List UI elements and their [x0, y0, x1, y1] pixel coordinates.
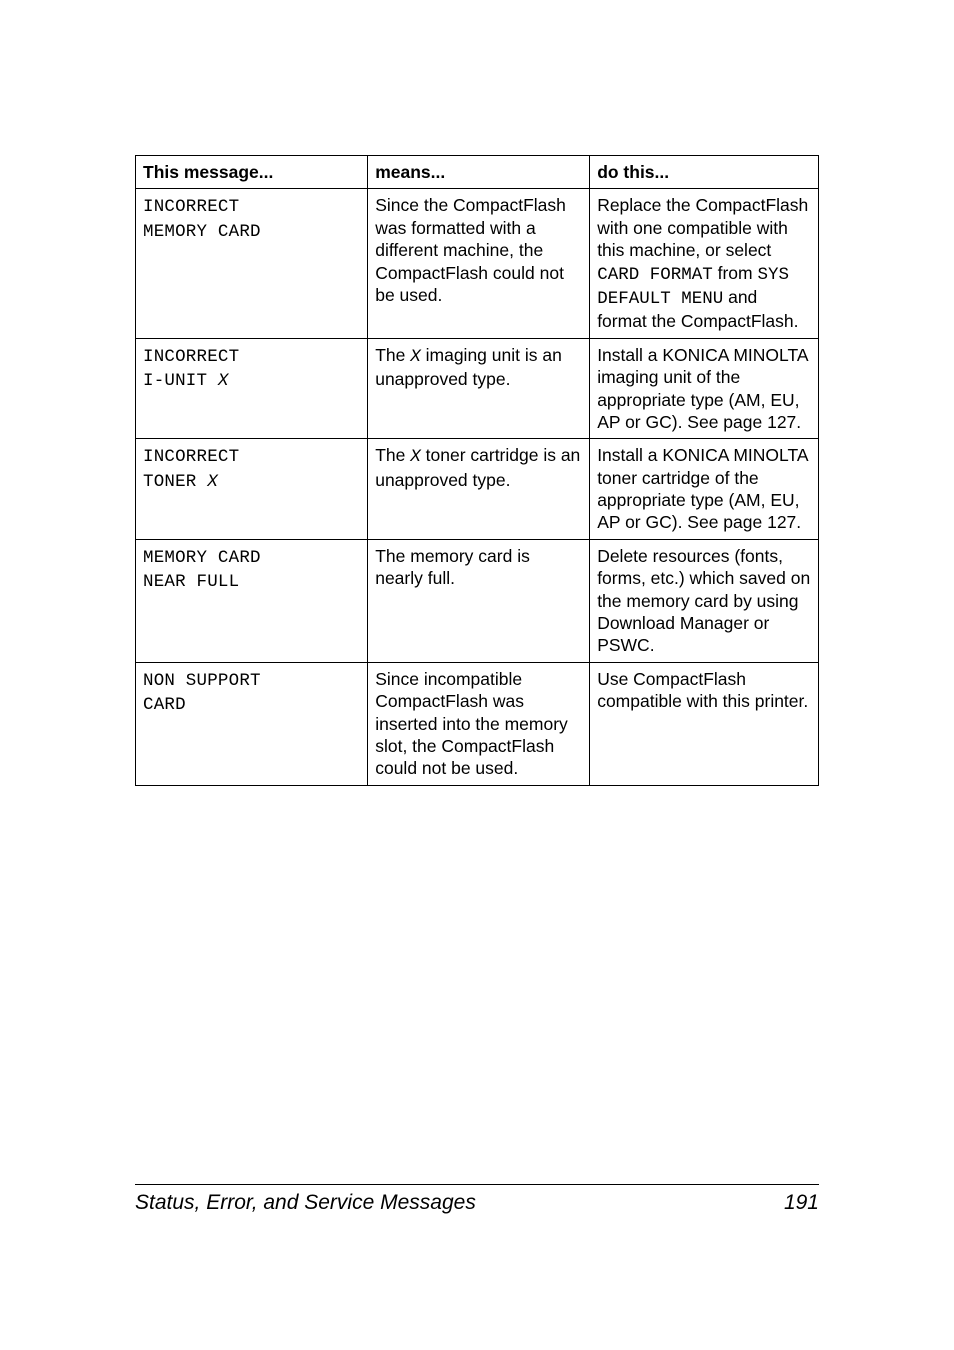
- cell-do: Delete resources (fonts, forms, etc.) wh…: [590, 539, 819, 662]
- table-row: INCORRECT I-UNIT X The X imaging unit is…: [136, 338, 819, 439]
- col-header-do: do this...: [590, 156, 819, 189]
- col-header-message: This message...: [136, 156, 368, 189]
- cell-message: INCORRECT MEMORY CARD: [136, 189, 368, 338]
- cell-message: MEMORY CARD NEAR FULL: [136, 539, 368, 662]
- message-line: INCORRECT: [143, 447, 239, 467]
- cell-message: NON SUPPORT CARD: [136, 662, 368, 785]
- messages-table: This message... means... do this... INCO…: [135, 155, 819, 786]
- cell-means: Since the CompactFlash was formatted wit…: [368, 189, 590, 338]
- table-row: MEMORY CARD NEAR FULL The memory card is…: [136, 539, 819, 662]
- means-var: X: [410, 347, 421, 367]
- means-var: X: [410, 447, 421, 467]
- message-var: X: [207, 472, 218, 492]
- col-header-means: means...: [368, 156, 590, 189]
- do-text: Replace the CompactFlash with one compat…: [597, 195, 808, 260]
- cell-message: INCORRECT I-UNIT X: [136, 338, 368, 439]
- cell-do: Use CompactFlash compatible with this pr…: [590, 662, 819, 785]
- page-content: This message... means... do this... INCO…: [0, 0, 954, 786]
- message-line: MEMORY CARD: [143, 222, 261, 242]
- table-header-row: This message... means... do this...: [136, 156, 819, 189]
- message-line: NON SUPPORT: [143, 671, 261, 691]
- message-var: X: [218, 371, 229, 391]
- cell-means: The X toner cartridge is an unapproved t…: [368, 439, 590, 540]
- cell-message: INCORRECT TONER X: [136, 439, 368, 540]
- message-line: INCORRECT: [143, 197, 239, 217]
- page-footer: Status, Error, and Service Messages 191: [135, 1184, 819, 1215]
- cell-do: Install a KONICA MINOLTA toner cartridge…: [590, 439, 819, 540]
- do-text: from: [713, 263, 758, 283]
- message-line: TONER: [143, 472, 207, 492]
- cell-do: Install a KONICA MINOLTA imaging unit of…: [590, 338, 819, 439]
- means-text: The: [375, 345, 410, 365]
- table-row: INCORRECT TONER X The X toner cartridge …: [136, 439, 819, 540]
- cell-means: Since incompatible CompactFlash was inse…: [368, 662, 590, 785]
- table-row: INCORRECT MEMORY CARD Since the CompactF…: [136, 189, 819, 338]
- code-text: CARD FORMAT: [597, 265, 713, 285]
- page-number: 191: [784, 1191, 819, 1215]
- message-line: MEMORY CARD: [143, 548, 261, 568]
- message-line: I-UNIT: [143, 371, 218, 391]
- cell-means: The memory card is nearly full.: [368, 539, 590, 662]
- message-line: NEAR FULL: [143, 572, 239, 592]
- footer-title: Status, Error, and Service Messages: [135, 1191, 476, 1215]
- table-row: NON SUPPORT CARD Since incompatible Comp…: [136, 662, 819, 785]
- cell-means: The X imaging unit is an unapproved type…: [368, 338, 590, 439]
- message-line: CARD: [143, 695, 186, 715]
- means-text: The: [375, 445, 410, 465]
- message-line: INCORRECT: [143, 347, 239, 367]
- cell-do: Replace the CompactFlash with one compat…: [590, 189, 819, 338]
